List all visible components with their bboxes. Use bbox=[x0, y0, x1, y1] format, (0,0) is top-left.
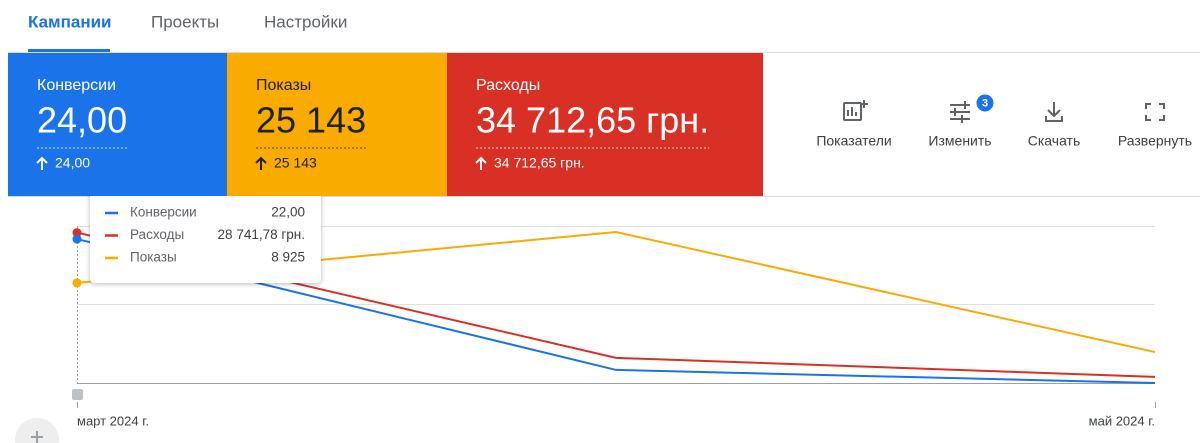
x-tick-label: март 2024 г. bbox=[77, 413, 149, 428]
hover-dot bbox=[72, 234, 82, 244]
tooltip-series-name: Расходы bbox=[130, 227, 184, 242]
edit-icon[interactable] bbox=[950, 101, 970, 123]
tab[interactable]: Проекты bbox=[151, 12, 219, 31]
tooltip-series-name: Конверсии bbox=[130, 205, 197, 220]
toolbar-label[interactable]: Развернуть bbox=[1118, 133, 1192, 149]
x-tick-label: май 2024 г. bbox=[1089, 413, 1155, 428]
download-icon[interactable] bbox=[1045, 102, 1063, 122]
active-tab-indicator bbox=[28, 49, 110, 52]
metric-value: 34 712,65 грн. bbox=[476, 100, 709, 141]
hover-dot bbox=[72, 228, 82, 238]
range-handle[interactable] bbox=[72, 389, 83, 400]
add-button[interactable] bbox=[15, 418, 59, 443]
toolbar-label[interactable]: Показатели bbox=[816, 133, 891, 149]
arrow-up-icon bbox=[36, 156, 48, 170]
tab[interactable]: Настройки bbox=[264, 12, 347, 31]
expand-icon[interactable] bbox=[1145, 103, 1165, 121]
metrics-icon[interactable] bbox=[843, 102, 862, 121]
metric-card[interactable] bbox=[227, 53, 447, 196]
metric-value: 25 143 bbox=[256, 100, 366, 141]
tooltip-series-name: Показы bbox=[130, 250, 177, 265]
badge-count: 3 bbox=[982, 97, 988, 109]
tab[interactable]: Кампании bbox=[28, 12, 112, 31]
metric-change: 34 712,65 грн. bbox=[494, 155, 585, 171]
metric-card[interactable] bbox=[447, 53, 763, 196]
metric-name: Показы bbox=[256, 77, 311, 94]
arrow-up-icon bbox=[475, 156, 487, 170]
tooltip-value: 8 925 bbox=[271, 250, 305, 265]
metric-change: 25 143 bbox=[274, 155, 317, 171]
toolbar-label[interactable]: Скачать bbox=[1028, 133, 1081, 149]
add-icon bbox=[31, 431, 43, 443]
toolbar-icons bbox=[843, 100, 1165, 123]
toolbar-label[interactable]: Изменить bbox=[928, 133, 991, 149]
metric-name: Расходы bbox=[476, 77, 540, 94]
hover-dot bbox=[72, 278, 82, 288]
metric-name: Конверсии bbox=[37, 77, 116, 94]
metric-card[interactable] bbox=[8, 53, 227, 196]
metric-change: 24,00 bbox=[55, 155, 90, 171]
metric-value: 24,00 bbox=[37, 100, 127, 141]
arrow-up-icon bbox=[255, 156, 267, 170]
badge bbox=[976, 94, 994, 112]
tooltip-value: 28 741,78 грн. bbox=[218, 227, 305, 242]
tooltip-value: 22,00 bbox=[271, 205, 305, 220]
